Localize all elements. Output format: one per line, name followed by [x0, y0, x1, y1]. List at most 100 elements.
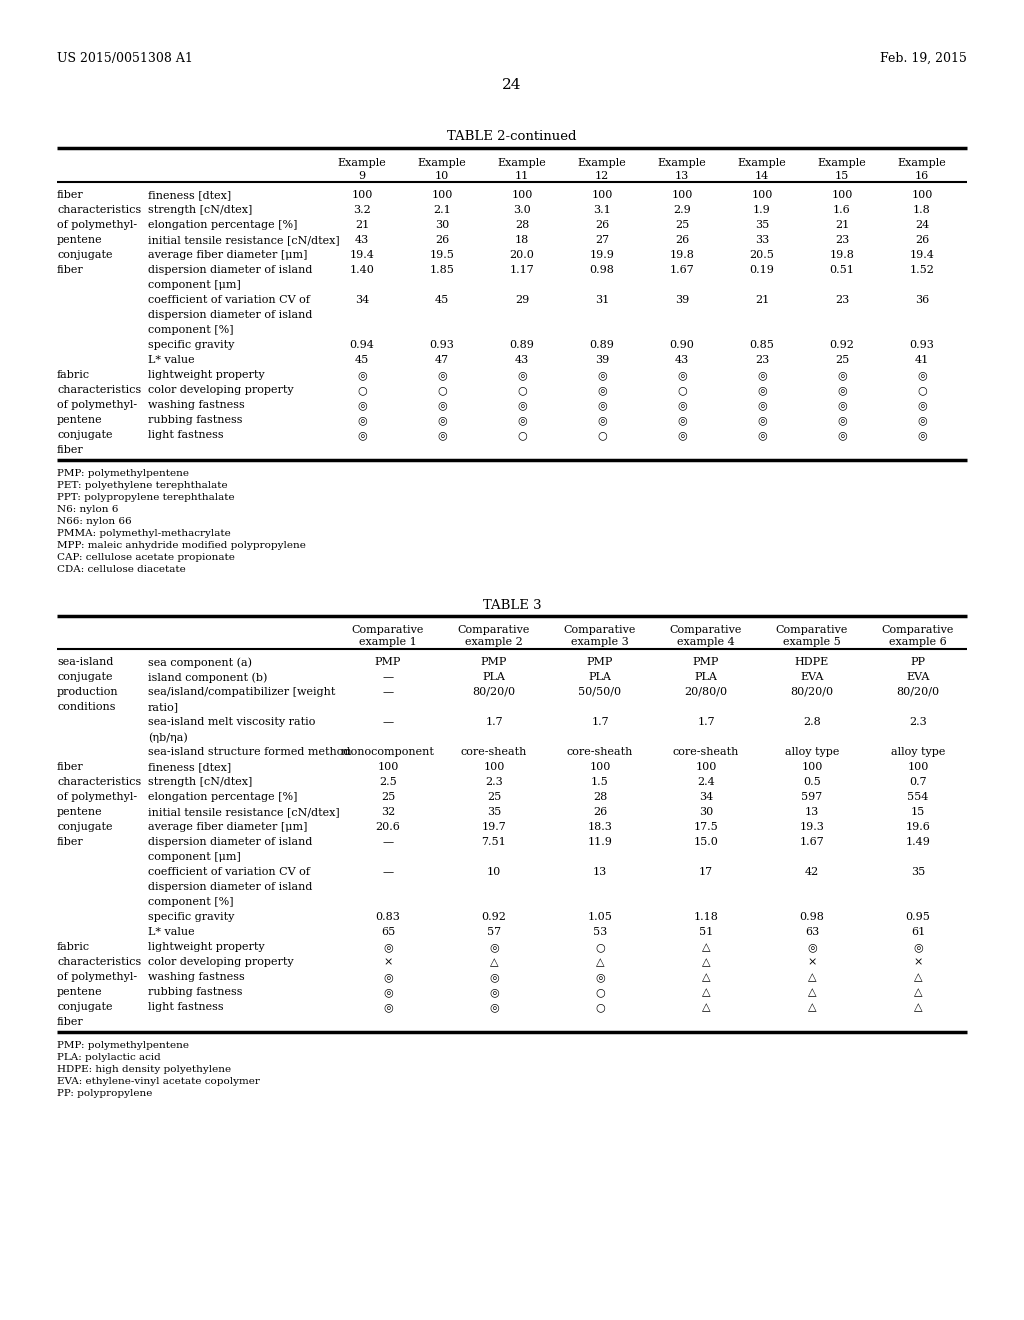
Text: pentene: pentene — [57, 414, 102, 425]
Text: 15: 15 — [911, 807, 925, 817]
Text: core-sheath: core-sheath — [673, 747, 739, 756]
Text: 1.05: 1.05 — [588, 912, 612, 921]
Text: △: △ — [808, 1002, 816, 1012]
Text: 2.9: 2.9 — [673, 205, 691, 215]
Text: 32: 32 — [381, 807, 395, 817]
Text: △: △ — [701, 942, 711, 952]
Text: pentene: pentene — [57, 987, 102, 997]
Text: ○: ○ — [918, 385, 927, 395]
Text: ◎: ◎ — [489, 987, 499, 997]
Text: Example: Example — [737, 158, 786, 168]
Text: ◎: ◎ — [918, 400, 927, 411]
Text: of polymethyl-: of polymethyl- — [57, 972, 137, 982]
Text: 25: 25 — [381, 792, 395, 803]
Text: ◎: ◎ — [918, 370, 927, 380]
Text: 24: 24 — [914, 220, 929, 230]
Text: ratio]: ratio] — [148, 702, 179, 711]
Text: PMP: polymethylpentene: PMP: polymethylpentene — [57, 469, 189, 478]
Text: —: — — [382, 837, 393, 847]
Text: 100: 100 — [590, 762, 610, 772]
Text: 597: 597 — [802, 792, 822, 803]
Text: ◎: ◎ — [597, 414, 607, 425]
Text: 0.92: 0.92 — [481, 912, 507, 921]
Text: 13: 13 — [675, 172, 689, 181]
Text: 2.8: 2.8 — [803, 717, 821, 727]
Text: strength [cN/dtex]: strength [cN/dtex] — [148, 205, 252, 215]
Text: 23: 23 — [835, 294, 849, 305]
Text: 47: 47 — [435, 355, 450, 366]
Text: 1.67: 1.67 — [800, 837, 824, 847]
Text: CAP: cellulose acetate propionate: CAP: cellulose acetate propionate — [57, 553, 234, 562]
Text: ◎: ◎ — [383, 942, 393, 952]
Text: fiber: fiber — [57, 762, 84, 772]
Text: 45: 45 — [355, 355, 369, 366]
Text: 43: 43 — [515, 355, 529, 366]
Text: 20.6: 20.6 — [376, 822, 400, 832]
Text: 19.4: 19.4 — [909, 249, 935, 260]
Text: 0.7: 0.7 — [909, 777, 927, 787]
Text: 57: 57 — [487, 927, 501, 937]
Text: ○: ○ — [677, 385, 687, 395]
Text: Comparative: Comparative — [882, 624, 954, 635]
Text: 80/20/0: 80/20/0 — [472, 686, 515, 697]
Text: 2.5: 2.5 — [379, 777, 397, 787]
Text: ○: ○ — [595, 942, 605, 952]
Text: PET: polyethylene terephthalate: PET: polyethylene terephthalate — [57, 480, 227, 490]
Text: 0.19: 0.19 — [750, 265, 774, 275]
Text: 0.89: 0.89 — [590, 341, 614, 350]
Text: 1.8: 1.8 — [913, 205, 931, 215]
Text: 31: 31 — [595, 294, 609, 305]
Text: PLA: polylactic acid: PLA: polylactic acid — [57, 1053, 161, 1063]
Text: ◎: ◎ — [838, 414, 847, 425]
Text: EVA: EVA — [801, 672, 823, 682]
Text: ◎: ◎ — [357, 370, 367, 380]
Text: 26: 26 — [593, 807, 607, 817]
Text: 100: 100 — [591, 190, 612, 201]
Text: example 6: example 6 — [889, 638, 947, 647]
Text: ○: ○ — [357, 385, 367, 395]
Text: 26: 26 — [595, 220, 609, 230]
Text: ◎: ◎ — [677, 430, 687, 440]
Text: 50/50/0: 50/50/0 — [579, 686, 622, 697]
Text: conjugate: conjugate — [57, 430, 113, 440]
Text: 80/20/0: 80/20/0 — [896, 686, 940, 697]
Text: 15: 15 — [835, 172, 849, 181]
Text: △: △ — [808, 987, 816, 997]
Text: 1.52: 1.52 — [909, 265, 935, 275]
Text: N6: nylon 6: N6: nylon 6 — [57, 506, 119, 513]
Text: ○: ○ — [595, 987, 605, 997]
Text: 3.0: 3.0 — [513, 205, 530, 215]
Text: ◎: ◎ — [918, 414, 927, 425]
Text: 1.7: 1.7 — [591, 717, 609, 727]
Text: component [μm]: component [μm] — [148, 851, 241, 862]
Text: 1.18: 1.18 — [693, 912, 719, 921]
Text: 21: 21 — [755, 294, 769, 305]
Text: 20.5: 20.5 — [750, 249, 774, 260]
Text: PPT: polypropylene terephthalate: PPT: polypropylene terephthalate — [57, 492, 234, 502]
Text: △: △ — [808, 972, 816, 982]
Text: 18: 18 — [515, 235, 529, 246]
Text: fiber: fiber — [57, 837, 84, 847]
Text: 28: 28 — [593, 792, 607, 803]
Text: △: △ — [913, 987, 923, 997]
Text: lightweight property: lightweight property — [148, 942, 264, 952]
Text: 24: 24 — [502, 78, 522, 92]
Text: Comparative: Comparative — [458, 624, 530, 635]
Text: 100: 100 — [483, 762, 505, 772]
Text: component [μm]: component [μm] — [148, 280, 241, 290]
Text: rubbing fastness: rubbing fastness — [148, 414, 243, 425]
Text: 0.89: 0.89 — [510, 341, 535, 350]
Text: Example: Example — [817, 158, 866, 168]
Text: conjugate: conjugate — [57, 672, 113, 682]
Text: Comparative: Comparative — [776, 624, 848, 635]
Text: △: △ — [701, 957, 711, 968]
Text: Comparative: Comparative — [352, 624, 424, 635]
Text: 2.1: 2.1 — [433, 205, 451, 215]
Text: ◎: ◎ — [437, 400, 446, 411]
Text: ◎: ◎ — [838, 400, 847, 411]
Text: ◎: ◎ — [383, 972, 393, 982]
Text: 3.2: 3.2 — [353, 205, 371, 215]
Text: 100: 100 — [802, 762, 822, 772]
Text: 0.51: 0.51 — [829, 265, 854, 275]
Text: light fastness: light fastness — [148, 430, 223, 440]
